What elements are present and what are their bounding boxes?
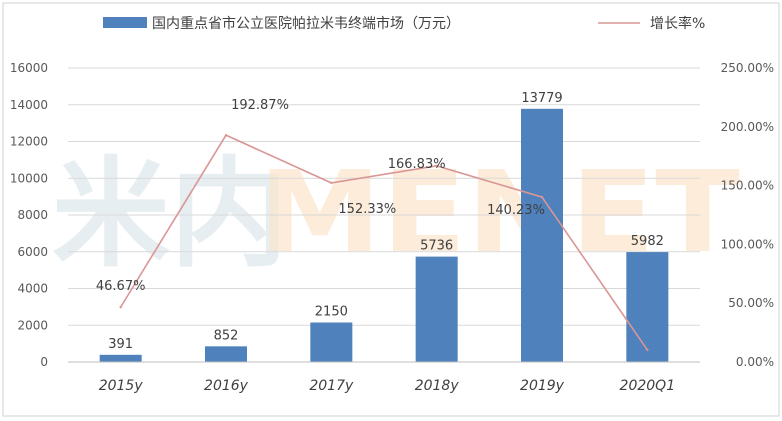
y-left-tick-label: 12000 — [10, 135, 48, 149]
y-right-tick-label: 0.00% — [736, 355, 774, 369]
x-tick-label: 2020Q1 — [620, 378, 676, 394]
y-left-tick-label: 0 — [40, 355, 48, 369]
legend-line-label: 增长率% — [650, 15, 705, 32]
bar — [415, 256, 458, 362]
y-left-tick-label: 14000 — [10, 98, 48, 112]
bar-value-label: 5982 — [631, 234, 664, 249]
bar — [99, 354, 142, 362]
bar-value-label: 852 — [214, 328, 239, 343]
y-left-tick-label: 2000 — [17, 318, 48, 332]
x-tick-label: 2018y — [415, 378, 460, 394]
y-left-tick-label: 16000 — [10, 61, 48, 75]
y-right-tick-label: 200.00% — [721, 120, 774, 134]
bar-value-label: 13779 — [521, 91, 562, 106]
line-value-label: 192.87% — [231, 98, 289, 113]
x-tick-label: 2019y — [520, 378, 565, 394]
y-right-tick-label: 100.00% — [721, 237, 774, 251]
line-value-label: 166.83% — [388, 157, 446, 172]
line-point — [330, 181, 333, 185]
gridlines — [68, 67, 700, 363]
line-point — [119, 305, 122, 309]
x-tick-label: 2016y — [204, 378, 249, 394]
y-left-tick-label: 10000 — [10, 171, 48, 185]
line-value-label: 140.23% — [487, 203, 545, 218]
y-left-tick-label: 6000 — [17, 245, 48, 259]
line-point — [540, 195, 544, 199]
y-left-tick-label: 8000 — [17, 208, 48, 222]
data-labels: 391 852 2150 5736 13779 5982 46.67% 192.87% 152.… — [96, 91, 664, 352]
x-tick-label: 2015y — [99, 378, 144, 394]
legend: 国内重点省市公立医院帕拉米韦终端市场（万元） 增长率% — [103, 15, 705, 32]
axes: 0 2000 4000 6000 8000 10000 12000 14000 16000 0.0… — [10, 61, 774, 394]
bar-value-label: 391 — [108, 337, 133, 352]
bar — [521, 108, 563, 362]
legend-bar-label: 国内重点省市公立医院帕拉米韦终端市场（万元） — [152, 15, 460, 32]
watermark-left: 米内 — [52, 145, 288, 283]
line-point — [435, 164, 438, 168]
bar-value-label: 2150 — [315, 304, 348, 319]
bar — [310, 322, 353, 362]
watermark: 米内 MENET — [52, 145, 740, 283]
bar — [205, 346, 247, 362]
bar-value-label: 5736 — [420, 239, 453, 254]
x-tick-label: 2017y — [309, 378, 354, 394]
line-point — [646, 348, 649, 352]
legend-bar-swatch — [103, 17, 147, 28]
line-series — [119, 133, 649, 352]
growth-line — [119, 134, 648, 351]
line-point — [224, 133, 228, 137]
y-right-tick-label: 50.00% — [728, 296, 774, 310]
bar — [626, 252, 669, 362]
line-value-label: 46.67% — [96, 279, 146, 294]
line-value-label: 152.33% — [338, 202, 396, 217]
y-right-tick-label: 150.00% — [721, 179, 774, 193]
y-left-tick-label: 4000 — [17, 282, 48, 296]
bar-series — [99, 108, 669, 362]
y-right-tick-label: 250.00% — [721, 61, 774, 75]
